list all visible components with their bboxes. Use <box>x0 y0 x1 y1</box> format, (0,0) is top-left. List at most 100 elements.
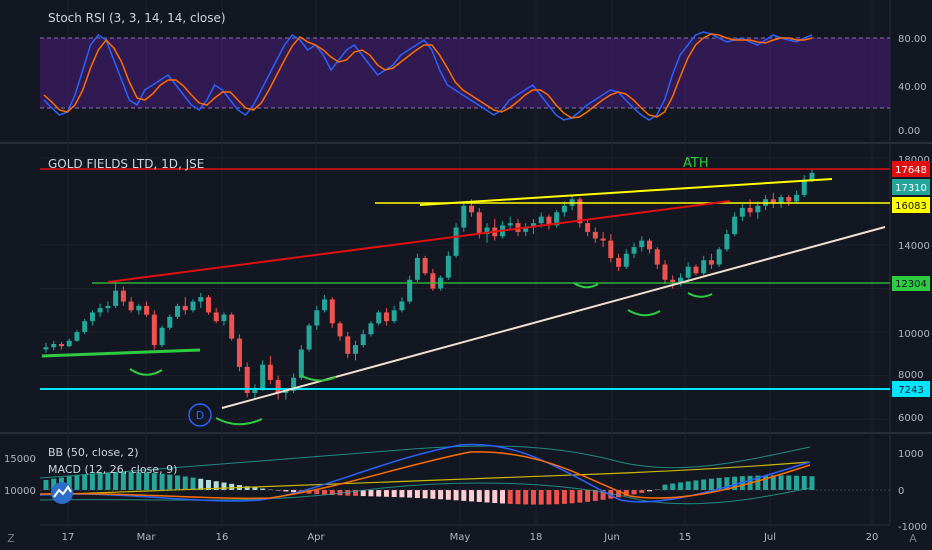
d-circle-marker[interactable] <box>188 403 212 427</box>
stoch-rsi-panel[interactable]: Stoch RSI (3, 3, 14, 14, close) 80.00 40… <box>40 11 927 137</box>
price-tag-17310[interactable] <box>892 179 930 195</box>
candle-body <box>654 249 660 265</box>
candle-body <box>809 172 815 180</box>
macd-histogram-bar <box>399 490 405 498</box>
macd-histogram-bar <box>469 490 475 502</box>
candle-body <box>159 327 165 346</box>
stoch-title: Stoch RSI (3, 3, 14, 14, close) <box>48 11 226 25</box>
candle-body <box>74 332 80 341</box>
candle-body <box>260 364 266 389</box>
candle-body <box>82 321 88 333</box>
macd-histogram-bar <box>461 490 467 501</box>
macd-histogram-bar <box>809 476 815 490</box>
price-axis-label-18000: 18000 <box>898 155 930 166</box>
candle-body <box>623 253 629 267</box>
arc-annotation-1[interactable] <box>129 368 163 376</box>
price-axis-label-14000: 14000 <box>898 241 930 252</box>
macd-left-label-10000: 10000 <box>4 486 36 497</box>
macd-histogram-bar <box>198 478 204 490</box>
candle-body <box>414 258 420 280</box>
time-axis[interactable]: 17 Mar 16 Apr May 18 Jun 15 Jul 20 <box>62 532 879 543</box>
candle-body <box>453 227 459 256</box>
candle-body <box>732 216 738 235</box>
candle-body <box>136 305 142 311</box>
price-tag-16083[interactable] <box>892 197 930 213</box>
macd-histogram-bar <box>213 481 219 490</box>
price-tag-7243[interactable] <box>892 381 930 397</box>
arc-annotation-5[interactable] <box>627 309 661 317</box>
candle-body <box>476 212 482 235</box>
arc-annotation-6[interactable] <box>687 292 713 298</box>
candle-body <box>716 249 722 265</box>
macd-title: MACD (12, 26, close, 9) <box>48 463 177 476</box>
candle-body <box>120 290 126 302</box>
macd-histogram-bar <box>616 490 622 498</box>
candle-body <box>677 277 683 282</box>
candle-body <box>175 305 181 317</box>
macd-histogram-bar <box>190 477 196 490</box>
macd-bb-panel[interactable]: BB (50, close, 2) MACD (12, 26, close, 9… <box>4 443 927 533</box>
candle-body <box>345 336 351 354</box>
price-tag-12304[interactable] <box>892 276 930 291</box>
price-axis-label-10000: 10000 <box>898 329 930 340</box>
candle-body <box>244 366 250 393</box>
macd-histogram-bar <box>778 475 784 490</box>
green-support-segment[interactable] <box>41 348 201 358</box>
macd-histogram-bar <box>128 472 134 490</box>
candle-body <box>515 223 521 232</box>
macd-histogram-bar <box>500 490 506 504</box>
time-label-may: May <box>450 532 471 543</box>
macd-histogram-bar <box>701 479 707 490</box>
time-label-jun: Jun <box>603 532 620 543</box>
price-title: GOLD FIELDS LTD, 1D, JSE <box>48 157 204 171</box>
macd-histogram-bar <box>260 488 266 490</box>
macd-histogram-bar <box>244 486 250 490</box>
arc-annotation-2[interactable] <box>215 417 263 426</box>
time-label-15: 15 <box>679 532 692 543</box>
macd-histogram-bar <box>484 490 490 503</box>
candle-body <box>554 212 560 226</box>
price-tag-17648-text: 17648 <box>895 165 927 176</box>
macd-histogram-bar <box>175 475 181 490</box>
zoom-toggle-button[interactable]: Z <box>7 532 15 545</box>
macd-histogram-bar <box>120 472 126 490</box>
macd-histogram-bar <box>383 490 389 497</box>
price-panel[interactable]: D ATH GOLD FIELDS LTD, 1D, JSE 18000 140… <box>40 155 930 427</box>
auto-scale-button[interactable]: A <box>909 532 917 545</box>
macd-histogram-bar <box>360 490 366 497</box>
arc-annotation-3[interactable] <box>299 374 337 382</box>
macd-histogram-bar <box>105 472 111 490</box>
candle-body <box>647 240 653 250</box>
price-axis-label-6000: 6000 <box>898 413 923 424</box>
candle-body <box>585 223 591 232</box>
macd-histogram-bar <box>205 480 211 490</box>
brand-logo-icon[interactable] <box>51 482 73 504</box>
price-tag-17648[interactable] <box>892 161 930 177</box>
candle-body <box>801 179 807 195</box>
ath-annotation[interactable]: ATH <box>683 156 709 171</box>
yellow-trendline[interactable] <box>419 178 833 206</box>
macd-left-label-15000: 15000 <box>4 454 36 465</box>
macd-histogram-bar <box>322 490 328 495</box>
macd-histogram-bar <box>291 490 297 493</box>
macd-histogram-bar <box>732 476 738 490</box>
red-trendline[interactable] <box>107 200 731 283</box>
candle-body <box>283 390 289 393</box>
macd-histogram-bar <box>476 490 482 502</box>
candle-body <box>662 264 668 280</box>
arc-annotation-4[interactable] <box>573 282 599 289</box>
macd-histogram-bar <box>182 476 188 490</box>
macd-histogram-bar <box>221 482 227 490</box>
candle-body <box>97 308 103 313</box>
macd-histogram-bar <box>801 475 807 490</box>
macd-histogram-bar <box>639 490 645 493</box>
candle-body <box>236 338 242 367</box>
macd-histogram-bar <box>507 490 513 504</box>
candle-body <box>608 240 614 259</box>
candle-body <box>430 273 436 289</box>
macd-histogram-bar <box>770 475 776 490</box>
candle-body <box>724 234 730 250</box>
candle-body <box>298 349 304 378</box>
